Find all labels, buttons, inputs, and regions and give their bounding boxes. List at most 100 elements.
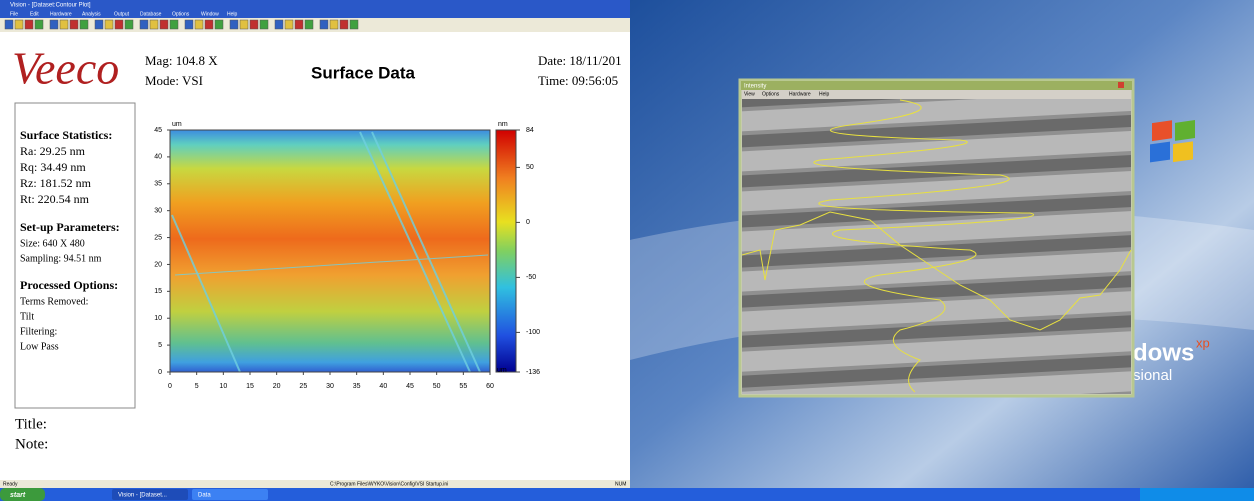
tool-button[interactable] [95,20,103,29]
statusbar [0,480,630,488]
close-button[interactable] [1118,82,1124,88]
tool-button[interactable] [115,20,123,29]
y-tick-label: 10 [154,315,162,322]
task-label: Data [198,493,211,499]
menu-item[interactable]: Hardware [50,11,72,17]
tool-button[interactable] [125,20,133,29]
tool-button[interactable] [230,20,238,29]
tool-button[interactable] [250,20,258,29]
tool-button[interactable] [105,20,113,29]
menu-item[interactable]: Analysis [82,11,101,17]
tool-button[interactable] [350,20,358,29]
desktop-edition: sional [1133,367,1172,384]
tool-button[interactable] [15,20,23,29]
colorbar-tick-label: -136 [526,369,540,376]
menu-item[interactable]: View [744,91,755,97]
taskbar [0,488,1254,501]
desktop-logo-sup: xp [1196,335,1210,350]
x-tick-label: 35 [353,383,361,390]
stats-heading: Surface Statistics: [20,128,112,142]
tool-button[interactable] [275,20,283,29]
menu-item[interactable]: Help [819,91,830,97]
stats-line: Tilt [20,311,34,322]
y-tick-label: 20 [154,261,162,268]
y-tick-label: 5 [158,342,162,349]
colorbar-tick-label: 0 [526,219,530,226]
colorbar [496,130,516,372]
mag: Mag: 104.8 X [145,53,218,68]
x-tick-label: 5 [195,383,199,390]
menu-item[interactable]: File [10,11,18,17]
x-tick-label: 30 [326,383,334,390]
tool-button[interactable] [305,20,313,29]
menu-item[interactable]: Help [227,11,238,17]
x-tick-label: 50 [433,383,441,390]
status-right: NUM [615,481,626,487]
page-title: Surface Data [311,63,415,82]
tool-button[interactable] [340,20,348,29]
y-tick-label: 0 [158,369,162,376]
tool-button[interactable] [80,20,88,29]
tool-button[interactable] [170,20,178,29]
stats-line: Filtering: [20,326,57,337]
tool-button[interactable] [330,20,338,29]
tool-button[interactable] [320,20,328,29]
tool-button[interactable] [195,20,203,29]
colorbar-tick-label: 84 [526,127,534,134]
z-unit: nm [498,121,508,128]
x-tick-label: 15 [246,383,254,390]
tool-button[interactable] [205,20,213,29]
tool-button[interactable] [50,20,58,29]
tool-button[interactable] [35,20,43,29]
x-tick-label: 45 [406,383,414,390]
menu-item[interactable]: Edit [30,11,39,17]
stats-line: Rz: 181.52 nm [20,176,92,190]
toolbar [0,18,630,32]
y-tick-label: 35 [154,181,162,188]
menu-item[interactable]: Hardware [789,91,811,97]
y-tick-label: 45 [154,127,162,134]
tool-button[interactable] [140,20,148,29]
menu-item[interactable]: Options [172,11,190,17]
tool-button[interactable] [160,20,168,29]
stats-line: Low Pass [20,341,59,352]
tool-button[interactable] [25,20,33,29]
tool-button[interactable] [240,20,248,29]
tool-button[interactable] [60,20,68,29]
y-tick-label: 25 [154,234,162,241]
tool-button[interactable] [260,20,268,29]
stats-line: Terms Removed: [20,296,88,307]
x-tick-label: 40 [379,383,387,390]
menu-item[interactable]: Window [201,11,219,17]
stats-line: Rt: 220.54 nm [20,192,90,206]
colorbar-tick-label: -100 [526,329,540,336]
menu-item[interactable]: Options [762,91,780,97]
x-tick-label: 60 [486,383,494,390]
y-tick-label: 40 [154,154,162,161]
note-label: Note: [15,436,48,452]
mode: Mode: VSI [145,73,203,88]
tray [1140,488,1254,501]
status-left: Ready [3,481,18,487]
y-tick-label: 15 [154,288,162,295]
y-unit: um [172,121,182,128]
menu-item[interactable]: Database [140,11,162,17]
screen: dows xp sional Intensity ViewOptionsHard… [0,0,1254,501]
tool-button[interactable] [5,20,13,29]
titlebar [0,0,630,9]
menu-item[interactable]: Output [114,11,130,17]
status-path: C:\Program Files\WYKO\Vision\Config\VSI … [330,481,448,487]
tool-button[interactable] [295,20,303,29]
task-label: Vision - [Dataset... [118,493,167,499]
colorbar-tick-label: -50 [526,274,536,281]
tool-button[interactable] [70,20,78,29]
desktop-logo: dows [1133,339,1194,366]
tool-button[interactable] [285,20,293,29]
tool-button[interactable] [150,20,158,29]
tool-button[interactable] [215,20,223,29]
page: dows xp sional Intensity ViewOptionsHard… [0,0,1254,501]
tool-button[interactable] [185,20,193,29]
title-label: Title: [15,416,47,432]
stats-heading: Processed Options: [20,278,118,292]
